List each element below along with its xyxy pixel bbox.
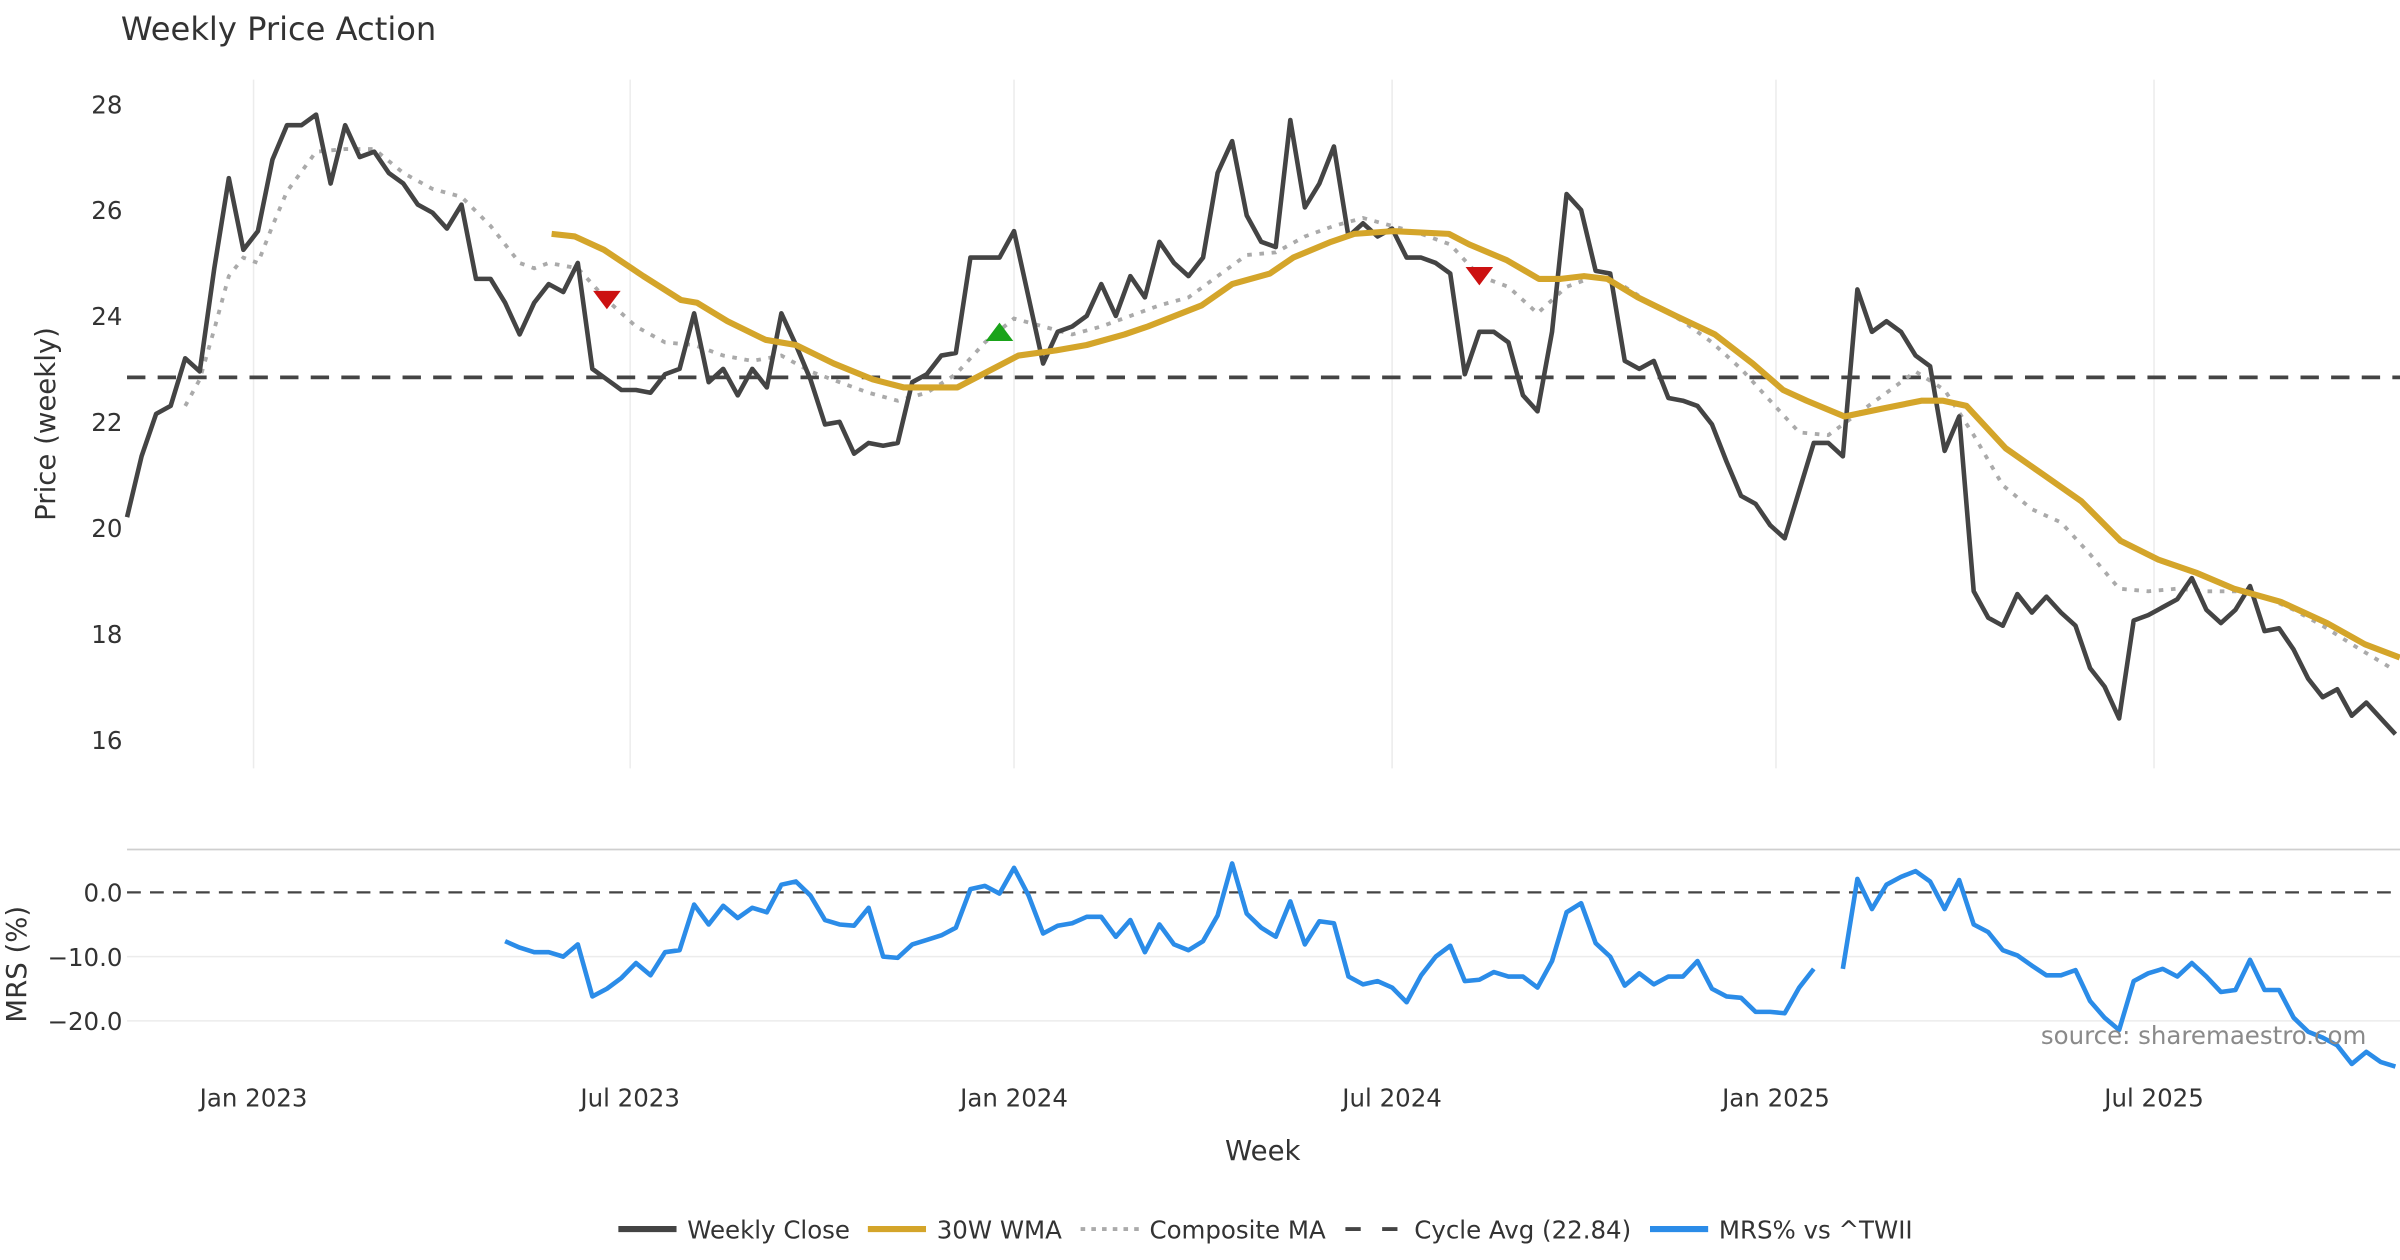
sell-signal-marker [1465,267,1494,286]
y-axis-label-lower: MRS (%) [1,906,33,1023]
weekly-close-line [124,112,2398,736]
y-tick-label: 28 [91,90,122,119]
grid [127,79,2400,1022]
y-tick-label: 26 [91,196,122,225]
legend-label: Weekly Close [687,1215,850,1244]
mrs-line [504,861,1816,1016]
y-tick-label: 20 [91,514,122,543]
x-axis-label: Week [1225,1135,1301,1167]
y-tick-label: 22 [91,408,122,437]
y-tick-label: 18 [91,620,122,649]
mrs-tick-label: −20.0 [47,1007,122,1036]
legend-label: 30W WMA [937,1215,1062,1244]
x-tick-label: Jan 2025 [1720,1084,1830,1113]
y-axis-label: Price (weekly) [30,327,62,521]
x-tick-label: Jul 2024 [1340,1084,1442,1113]
x-tick-label: Jul 2025 [2102,1084,2204,1113]
buy-signal-marker [985,322,1014,341]
source-annotation: source: sharemaestro.com [2041,1021,2366,1050]
series [124,112,2400,1069]
x-tick-label: Jul 2023 [578,1084,680,1113]
legend-label: MRS% vs ^TWII [1719,1215,1913,1244]
x-tick-label: Jan 2024 [958,1084,1068,1113]
legend-label: Composite MA [1149,1215,1325,1244]
wma-30w-line [551,228,2400,661]
mrs-tick-label: 0.0 [84,879,123,908]
y-tick-label: 16 [91,726,122,755]
y-tick-label: 24 [91,302,122,331]
sell-signal-marker [593,290,621,310]
x-tick-label: Jan 2023 [198,1084,308,1113]
mrs-tick-label: −10.0 [47,943,122,972]
legend: Weekly Close 30W WMA Composite MA Cycle Avg… [618,1215,1913,1244]
legend-label: Cycle Avg (22.84) [1414,1215,1631,1244]
chart-title: Weekly Price Action [121,10,436,48]
composite-ma-line [183,147,2397,673]
mrs-line [1840,868,2397,1069]
axis-ticks: Jan 2023 Jul 2023 Jan 2024 Jul 2024 Jan 2025… [47,90,2203,1112]
